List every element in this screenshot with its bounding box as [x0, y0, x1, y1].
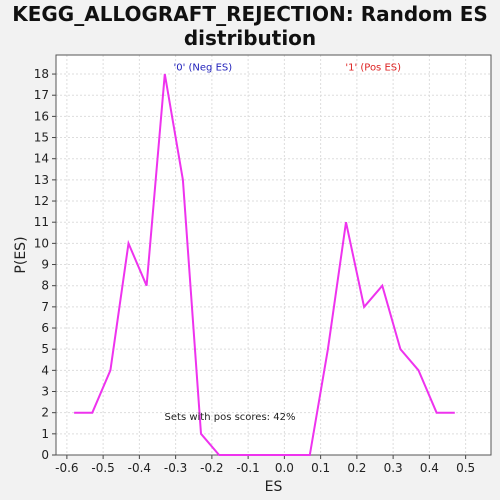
- y-tick-label: 16: [34, 109, 49, 123]
- x-tick-label: 0.4: [420, 461, 439, 475]
- y-tick-label: 14: [34, 152, 49, 166]
- y-tick-label: 15: [34, 131, 49, 145]
- y-tick-label: 5: [41, 342, 49, 356]
- plot-area: [56, 55, 491, 455]
- y-tick-label: 13: [34, 173, 49, 187]
- y-tick-label: 18: [34, 67, 49, 81]
- annotation-label: '1' (Pos ES): [345, 63, 401, 74]
- annotation-label: '0' (Neg ES): [173, 63, 232, 74]
- y-tick-label: 0: [41, 448, 49, 462]
- y-tick-label: 1: [41, 427, 49, 441]
- y-tick-label: 7: [41, 300, 49, 314]
- x-axis-title: ES: [265, 479, 283, 495]
- series-line: [74, 73, 455, 456]
- chart-title-line-1: KEGG_ALLOGRAFT_REJECTION: Random ES: [12, 2, 488, 26]
- chart-title: KEGG_ALLOGRAFT_REJECTION: Random ES dist…: [0, 2, 500, 50]
- x-tick-label: 0.0: [275, 461, 294, 475]
- x-tick-label: -0.3: [164, 461, 187, 475]
- chart-title-line-2: distribution: [183, 26, 317, 50]
- y-tick-label: 8: [41, 279, 49, 293]
- y-tick-label: 6: [41, 321, 49, 335]
- y-tick-label: 3: [41, 385, 49, 399]
- y-tick-label: 12: [34, 194, 49, 208]
- x-tick-label: -0.6: [55, 461, 78, 475]
- y-tick-label: 2: [41, 406, 49, 420]
- x-tick-label: 0.2: [347, 461, 366, 475]
- y-tick-label: 4: [41, 363, 49, 377]
- y-axis-title: P(ES): [13, 236, 29, 273]
- y-tick-label: 17: [34, 88, 49, 102]
- x-tick-label: 0.1: [311, 461, 330, 475]
- x-tick-label: -0.5: [91, 461, 114, 475]
- y-tick-label: 10: [34, 236, 49, 250]
- y-tick-label: 9: [41, 258, 49, 272]
- x-tick-label: -0.2: [200, 461, 223, 475]
- x-tick-label: 0.5: [456, 461, 475, 475]
- x-tick-label: 0.3: [384, 461, 403, 475]
- x-tick-label: -0.4: [128, 461, 151, 475]
- annotation-label: Sets with pos scores: 42%: [165, 412, 296, 423]
- x-tick-label: -0.1: [236, 461, 259, 475]
- y-tick-label: 11: [34, 215, 49, 229]
